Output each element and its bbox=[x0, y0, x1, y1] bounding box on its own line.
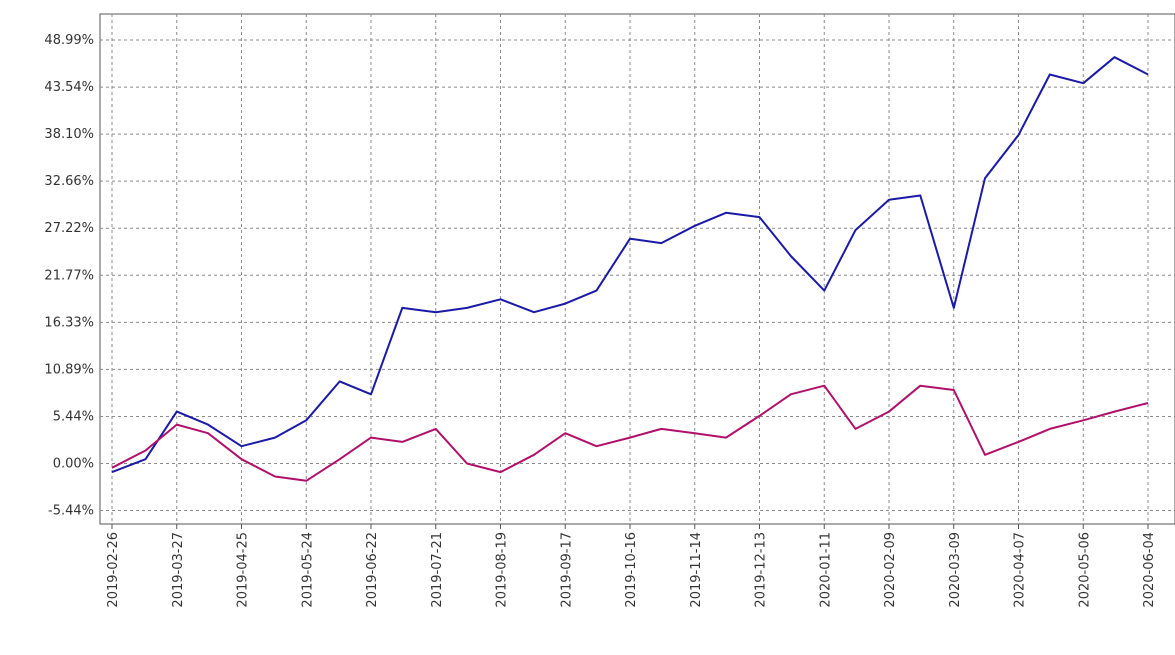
y-tick-label: 43.54% bbox=[44, 80, 94, 95]
plot-area bbox=[99, 13, 1175, 525]
x-tick-label: 2019-06-22 bbox=[365, 532, 380, 608]
grid bbox=[100, 14, 1175, 524]
series-line-2 bbox=[111, 384, 1149, 482]
x-tick-label: 2020-03-09 bbox=[948, 532, 963, 608]
y-tick-label: 32.66% bbox=[44, 174, 94, 189]
y-tick-label: 48.99% bbox=[44, 33, 94, 48]
y-tick-label: 27.22% bbox=[44, 221, 94, 236]
y-tick-label: 5.44% bbox=[53, 409, 94, 424]
x-tick-label: 2019-12-13 bbox=[754, 532, 769, 608]
x-tick-label: 2019-09-17 bbox=[559, 532, 574, 608]
y-axis: 48.99% 43.54% 38.10% 32.66% 27.22% 21.77% 16.3… bbox=[44, 33, 94, 518]
y-tick-label: 10.89% bbox=[44, 362, 94, 377]
series-lines bbox=[111, 56, 1149, 482]
x-tick-label: 2020-04-07 bbox=[1013, 532, 1028, 608]
x-tick-label: 2020-05-06 bbox=[1077, 532, 1092, 608]
x-tick-label: 2019-05-24 bbox=[300, 532, 315, 608]
x-tick-label: 2019-10-16 bbox=[624, 532, 639, 608]
y-tick-label: 16.33% bbox=[44, 315, 94, 330]
x-tick-label: 2020-06-04 bbox=[1142, 532, 1157, 608]
series-line-1 bbox=[111, 56, 1149, 474]
x-tick-label: 2019-03-27 bbox=[171, 532, 186, 608]
x-axis: 2019-02-26 2019-03-27 2019-04-25 2019-05-24… bbox=[106, 524, 1157, 608]
x-tick-label: 2019-11-14 bbox=[689, 532, 704, 608]
x-tick-label: 2019-02-26 bbox=[106, 532, 121, 608]
x-tick-label: 2019-08-19 bbox=[495, 532, 510, 608]
x-tick-label: 2020-02-09 bbox=[883, 532, 898, 608]
x-tick-label: 2020-01-11 bbox=[818, 532, 833, 608]
y-tick-label: 38.10% bbox=[44, 127, 94, 142]
y-tick-label: 21.77% bbox=[44, 268, 94, 283]
y-tick-label: -5.44% bbox=[48, 504, 94, 519]
y-tick-label: 0.00% bbox=[53, 456, 94, 471]
x-tick-label: 2019-04-25 bbox=[236, 532, 251, 608]
x-tick-label: 2019-07-21 bbox=[430, 532, 445, 608]
